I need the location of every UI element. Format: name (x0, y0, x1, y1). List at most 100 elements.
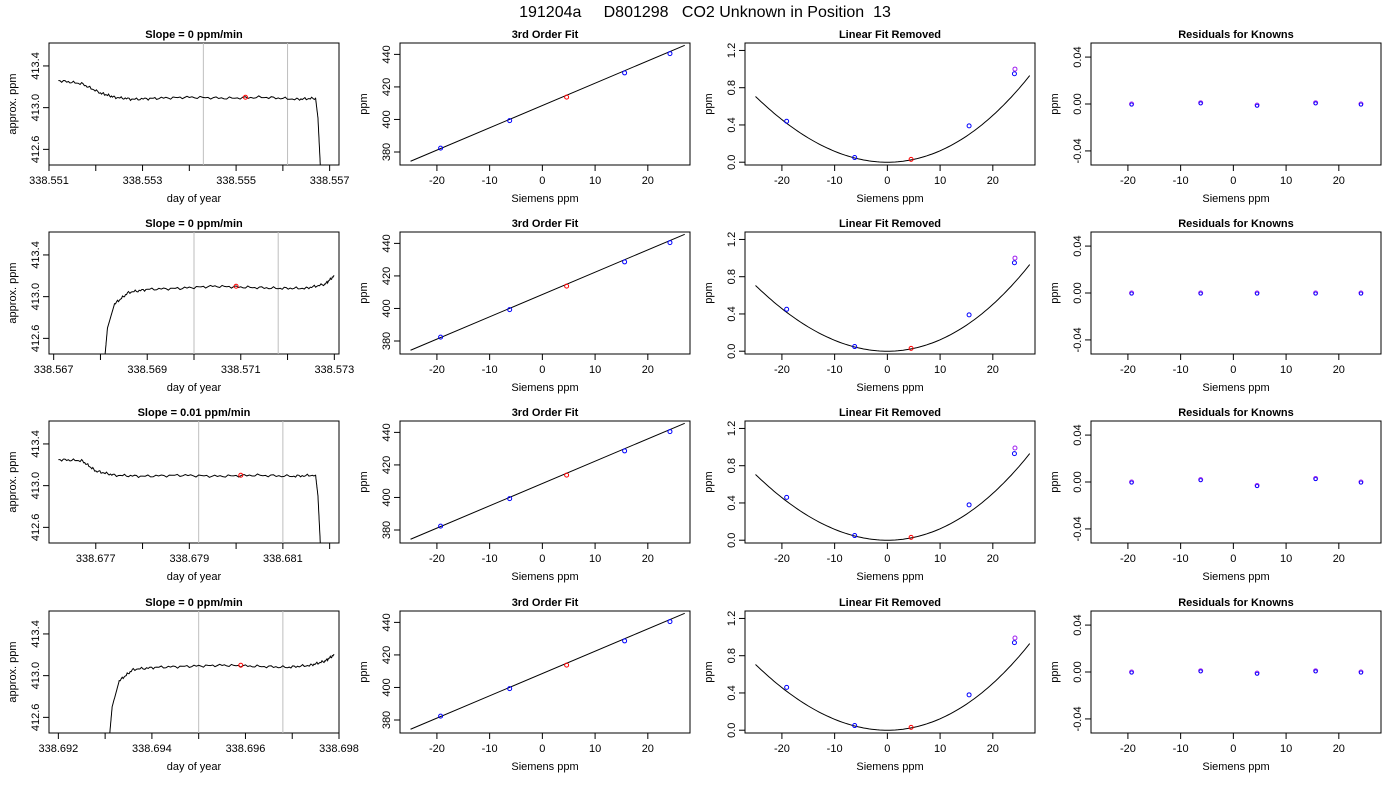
panel-linear-removed-4: Linear Fit Removed -20 -10 0 10 20 0.0 0.4 0.8 1.… (703, 597, 1036, 773)
plot-frame (1090, 42, 1382, 166)
panel-title: Residuals for Knowns (1178, 29, 1294, 41)
x-tick-label: 0 (1230, 175, 1236, 187)
x-tick-label: -20 (429, 743, 445, 755)
x-tick-label: 338.692 (38, 743, 78, 755)
x-axis-label: Siemens ppm (511, 382, 578, 394)
y-axis-label: approx. ppm (7, 262, 19, 323)
trace-line (104, 275, 335, 354)
known-point (852, 155, 858, 161)
known-point (507, 307, 513, 313)
page-title: 191204a D801298 CO2 Unknown in Position … (519, 4, 891, 21)
fit-line (410, 422, 685, 540)
x-tick-label: -20 (1120, 175, 1136, 187)
known-point (966, 123, 972, 129)
x-tick-label: -10 (482, 553, 498, 565)
known-point (438, 145, 444, 151)
panel-title: 3rd Order Fit (512, 218, 579, 230)
panel-fit-1: 3rd Order Fit -20 -10 0 10 20 380 400 420 440 Siem… (358, 29, 691, 205)
plot-area (58, 421, 321, 543)
unknown-point (908, 156, 914, 162)
fit-line (410, 612, 685, 730)
y-tick-label: 413.0 (30, 283, 42, 311)
residual-point-known (1129, 480, 1134, 485)
y-axis-label: ppm (703, 661, 715, 682)
y-tick-label: 0.00 (1072, 93, 1084, 114)
y-tick-label: 440 (381, 45, 393, 63)
x-axis-label: Siemens ppm (511, 571, 578, 583)
y-tick-label: 0.0 (726, 533, 738, 548)
x-tick-label: -10 (827, 743, 843, 755)
y-tick-label: 400 (381, 299, 393, 317)
plot-area (755, 66, 1031, 163)
x-tick-label: 20 (987, 553, 999, 565)
y-tick-label: 0.8 (726, 458, 738, 473)
x-tick-label: -10 (482, 364, 498, 376)
residual-point-known (1255, 291, 1260, 296)
y-axis-label: ppm (358, 282, 370, 303)
plot-frame (399, 231, 691, 355)
panel-fit-3: 3rd Order Fit -20 -10 0 10 20 380 400 420 440 Siem… (358, 407, 691, 583)
y-tick-label: 0.4 (726, 117, 738, 132)
x-tick-label: 0 (539, 553, 545, 565)
x-tick-label: 10 (934, 175, 946, 187)
plot-area (755, 255, 1031, 352)
known-point (784, 118, 790, 124)
residual-point-known (1129, 291, 1134, 296)
x-tick-label: -10 (1173, 553, 1189, 565)
plot-area (755, 635, 1031, 731)
panel-title: Linear Fit Removed (839, 407, 941, 419)
y-tick-label: 0.4 (726, 306, 738, 321)
x-tick-label: 338.696 (226, 743, 266, 755)
x-tick-label: 338.694 (132, 743, 172, 755)
y-tick-label: 0.0 (726, 155, 738, 170)
x-tick-label: 338.571 (221, 364, 261, 376)
known-point (622, 448, 628, 454)
x-tick-label: -20 (1120, 364, 1136, 376)
y-axis-label: ppm (1049, 661, 1061, 682)
plot-frame (399, 420, 691, 544)
y-tick-label: 413.4 (30, 430, 42, 458)
x-axis-label: Siemens ppm (1202, 761, 1269, 773)
panel-residuals-1: Residuals for Knowns -20 -10 0 10 20 -0.04 0.00… (1049, 29, 1382, 205)
panel-title: Linear Fit Removed (839, 597, 941, 609)
known-point (784, 494, 790, 500)
plot-frame (48, 42, 340, 166)
y-tick-label: 0.4 (726, 495, 738, 510)
y-tick-label: 413.4 (30, 241, 42, 269)
x-tick-label: 0 (1230, 553, 1236, 565)
x-tick-label: 0 (539, 364, 545, 376)
panel-fit-2: 3rd Order Fit -20 -10 0 10 20 380 400 420 440 Siem… (358, 218, 691, 394)
x-axis-label: day of year (167, 382, 222, 394)
x-axis-label: Siemens ppm (511, 761, 578, 773)
x-tick-label: -20 (774, 364, 790, 376)
panel-title: Linear Fit Removed (839, 29, 941, 41)
x-tick-label: -10 (1173, 743, 1189, 755)
fit-curve (755, 453, 1031, 541)
y-axis-label: ppm (703, 282, 715, 303)
x-tick-label: 10 (1280, 743, 1292, 755)
x-tick-label: 338.551 (29, 175, 69, 187)
unknown-point (908, 345, 914, 351)
trace-line (109, 653, 335, 733)
y-tick-label: 0.04 (1072, 46, 1084, 67)
panel-time-series-4: Slope = 0 ppm/min 338.692 338.694 338.696 33… (7, 597, 359, 773)
unknown-point (564, 662, 570, 668)
plot-frame (744, 420, 1036, 544)
y-tick-label: 412.6 (30, 514, 42, 542)
residual-point-known (1129, 670, 1134, 675)
plot-frame (399, 42, 691, 166)
x-tick-label: 0 (884, 175, 890, 187)
x-tick-label: 10 (934, 743, 946, 755)
plot-area (410, 233, 685, 351)
y-axis-label: ppm (703, 93, 715, 114)
x-tick-label: 10 (589, 364, 601, 376)
known-point (1011, 451, 1017, 457)
fit-curve (755, 264, 1031, 352)
x-tick-label: 0 (884, 364, 890, 376)
known-point (667, 619, 673, 625)
y-axis-label: approx. ppm (7, 451, 19, 512)
panel-residuals-2: Residuals for Knowns -20 -10 0 10 20 -0.04 0.00… (1049, 218, 1382, 394)
y-tick-label: 440 (381, 423, 393, 441)
x-tick-label: 338.681 (263, 553, 303, 565)
